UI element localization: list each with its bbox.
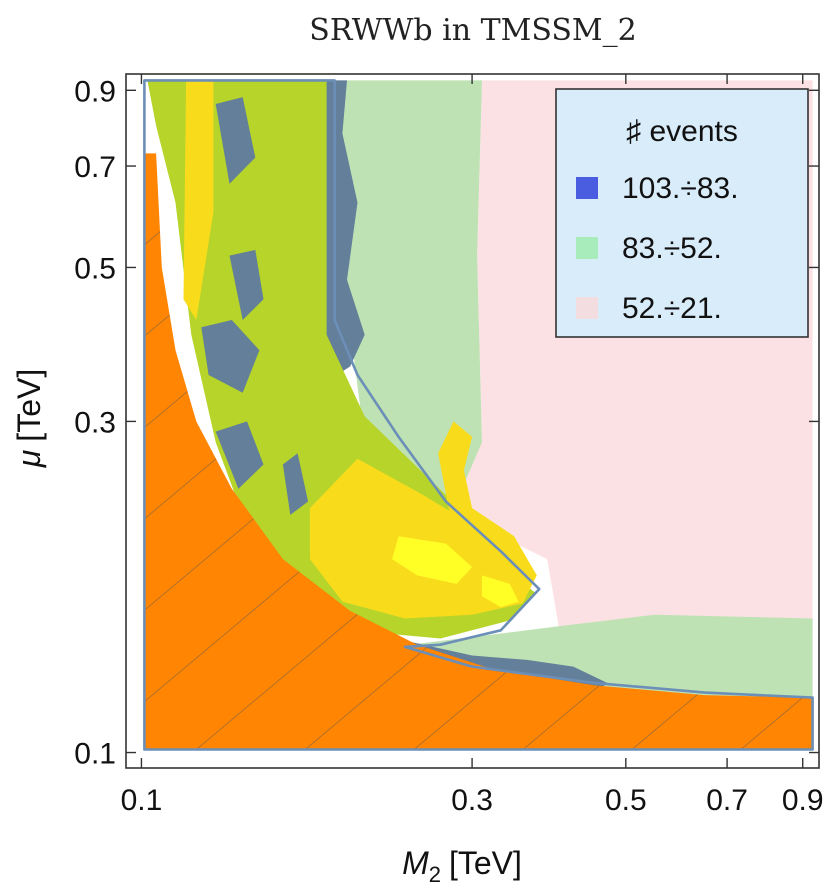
bright-yellow-2 xyxy=(482,575,519,608)
contour-regions xyxy=(144,80,813,750)
y-tick-label: 0.7 xyxy=(74,151,116,184)
legend-label: 103.÷83. xyxy=(622,172,739,205)
legend-label: 83.÷52. xyxy=(622,232,722,265)
y-axis-label: μ[TeV] xyxy=(11,369,47,468)
legend-swatch xyxy=(576,177,598,199)
x-axis-ticks: 0.1 0.3 0.5 0.7 0.9 xyxy=(121,74,824,817)
green-band-upper xyxy=(326,80,482,518)
legend-swatch xyxy=(576,297,598,319)
legend: ♯ events 103.÷83. 83.÷52. 52.÷21. xyxy=(555,88,809,338)
dark-patch-5 xyxy=(282,453,309,515)
yellow-strip-left xyxy=(183,80,214,321)
contour-outlines xyxy=(143,79,814,751)
hatched-region-outline xyxy=(143,79,814,751)
excluded-region-hatching xyxy=(144,153,813,750)
legend-title: ♯ events xyxy=(626,115,738,148)
x-tick-label: 0.5 xyxy=(605,784,647,817)
x-tick-label: 0.9 xyxy=(782,784,824,817)
x-axis-label: M2 [TeV] xyxy=(402,845,522,887)
y-tick-label: 0.9 xyxy=(74,75,116,108)
dark-patch-1 xyxy=(215,97,256,184)
y-tick-label: 0.1 xyxy=(74,738,116,771)
legend-label: 52.÷21. xyxy=(622,292,722,325)
x-tick-label: 0.1 xyxy=(121,784,163,817)
legend-swatch xyxy=(576,237,598,259)
lime-core xyxy=(147,80,536,639)
chart-title: SRWWb in TMSSM_2 xyxy=(309,13,636,48)
x-tick-label: 0.3 xyxy=(451,784,493,817)
legend-box xyxy=(555,88,809,338)
dark-patch-3 xyxy=(201,320,260,393)
y-axis-ticks: 0.1 0.3 0.5 0.7 0.9 xyxy=(74,75,819,771)
dark-patch-2 xyxy=(229,249,264,320)
bright-yellow-1 xyxy=(392,536,473,584)
y-tick-label: 0.5 xyxy=(74,252,116,285)
yellow-core xyxy=(309,421,537,619)
dark-patch-4 xyxy=(215,421,264,489)
x-tick-label: 0.7 xyxy=(706,784,748,817)
green-band-lower xyxy=(392,614,813,703)
y-tick-label: 0.3 xyxy=(74,406,116,439)
